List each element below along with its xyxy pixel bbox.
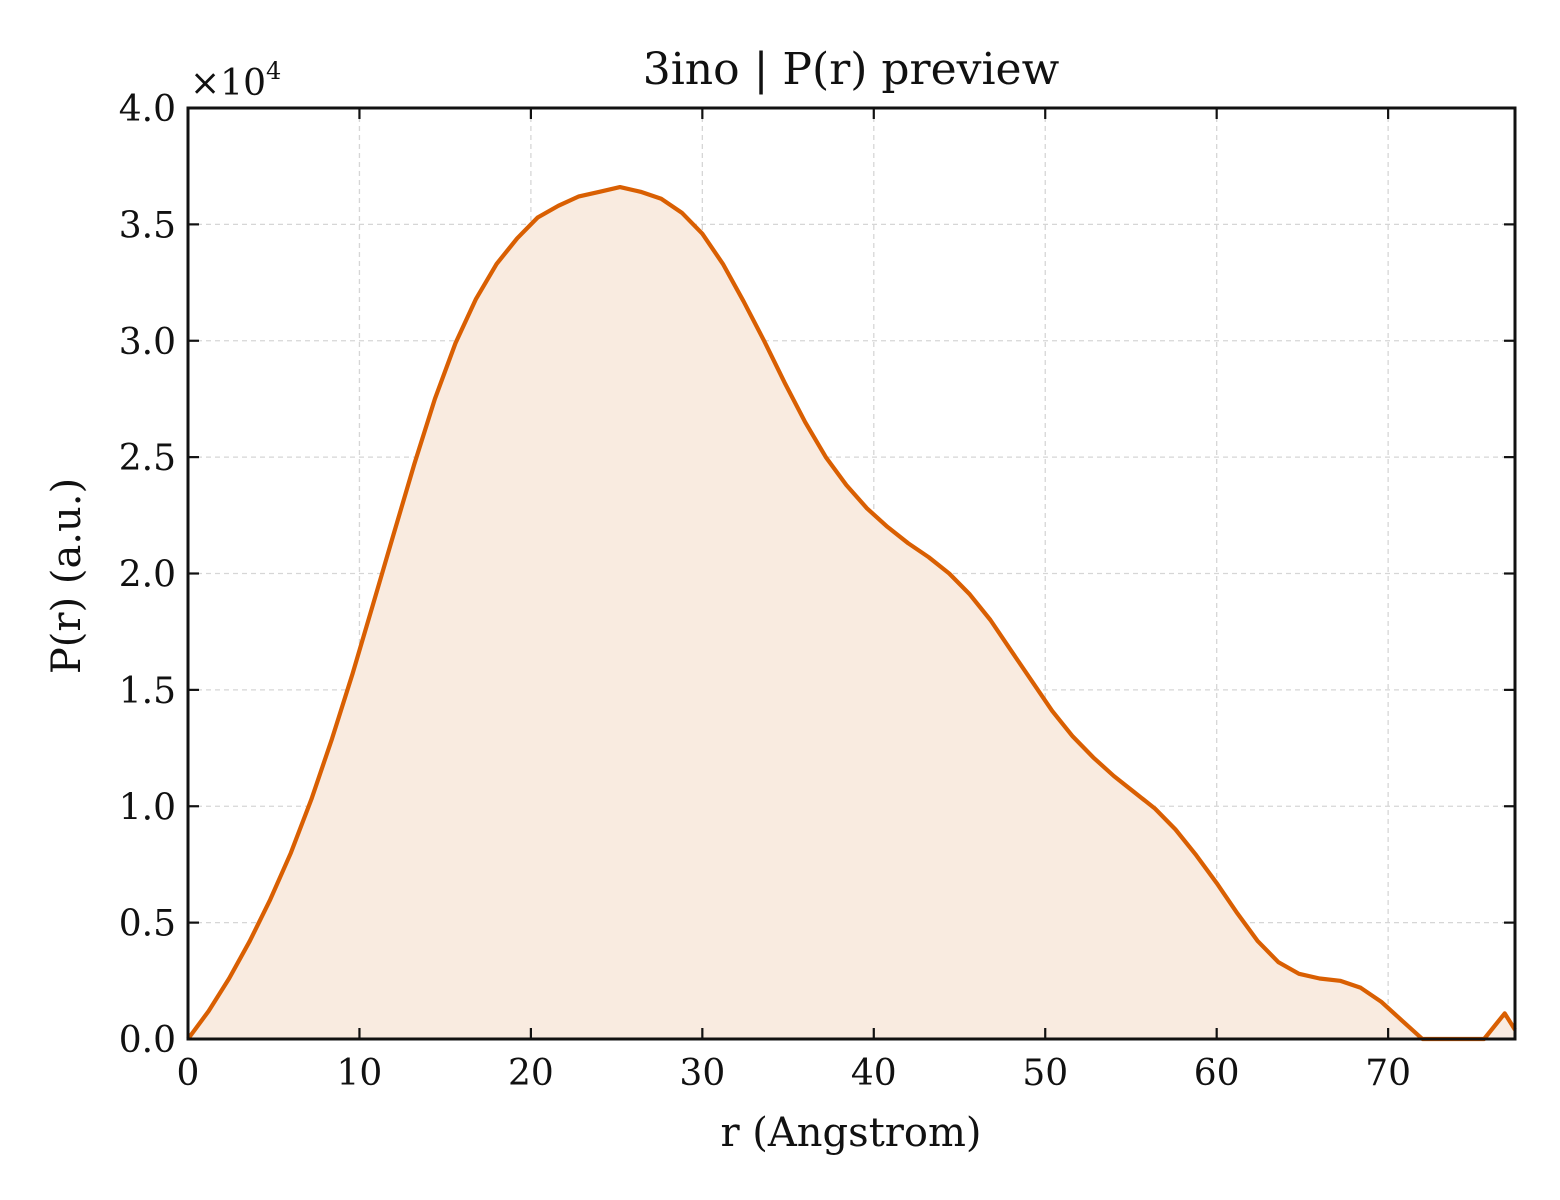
y-tick-label: 0.5 <box>119 904 176 945</box>
y-offset-label: ×104 <box>190 57 281 104</box>
x-tick-label: 30 <box>679 1053 725 1094</box>
x-tick-label: 0 <box>177 1053 200 1094</box>
axis-ticks: 0 10 20 30 40 50 60 70 0.0 0.5 1.0 1.5 2.0 2.5 3.0 3.5 4… <box>119 89 1515 1094</box>
y-tick-label: 2.0 <box>119 555 176 596</box>
x-tick-label: 40 <box>851 1053 897 1094</box>
y-tick-label: 4.0 <box>119 89 176 130</box>
x-tick-label: 60 <box>1194 1053 1240 1094</box>
y-tick-label: 2.5 <box>119 438 176 479</box>
pr-area-fill <box>188 187 1515 1040</box>
pr-series-line <box>186 185 1517 1042</box>
y-tick-label: 1.0 <box>119 787 176 828</box>
chart-title: 3ino | P(r) preview <box>643 44 1060 95</box>
x-tick-label: 70 <box>1365 1053 1411 1094</box>
y-tick-label: 0.0 <box>119 1020 176 1061</box>
x-tick-label: 20 <box>508 1053 554 1094</box>
y-tick-label: 3.5 <box>119 205 176 246</box>
x-tick-label: 10 <box>337 1053 383 1094</box>
y-tick-label: 1.5 <box>119 671 176 712</box>
x-tick-label: 50 <box>1022 1053 1068 1094</box>
y-axis-label: P(r) (a.u.) <box>44 478 90 674</box>
x-axis-label: r (Angstrom) <box>720 1110 981 1156</box>
y-tick-label: 3.0 <box>119 322 176 363</box>
